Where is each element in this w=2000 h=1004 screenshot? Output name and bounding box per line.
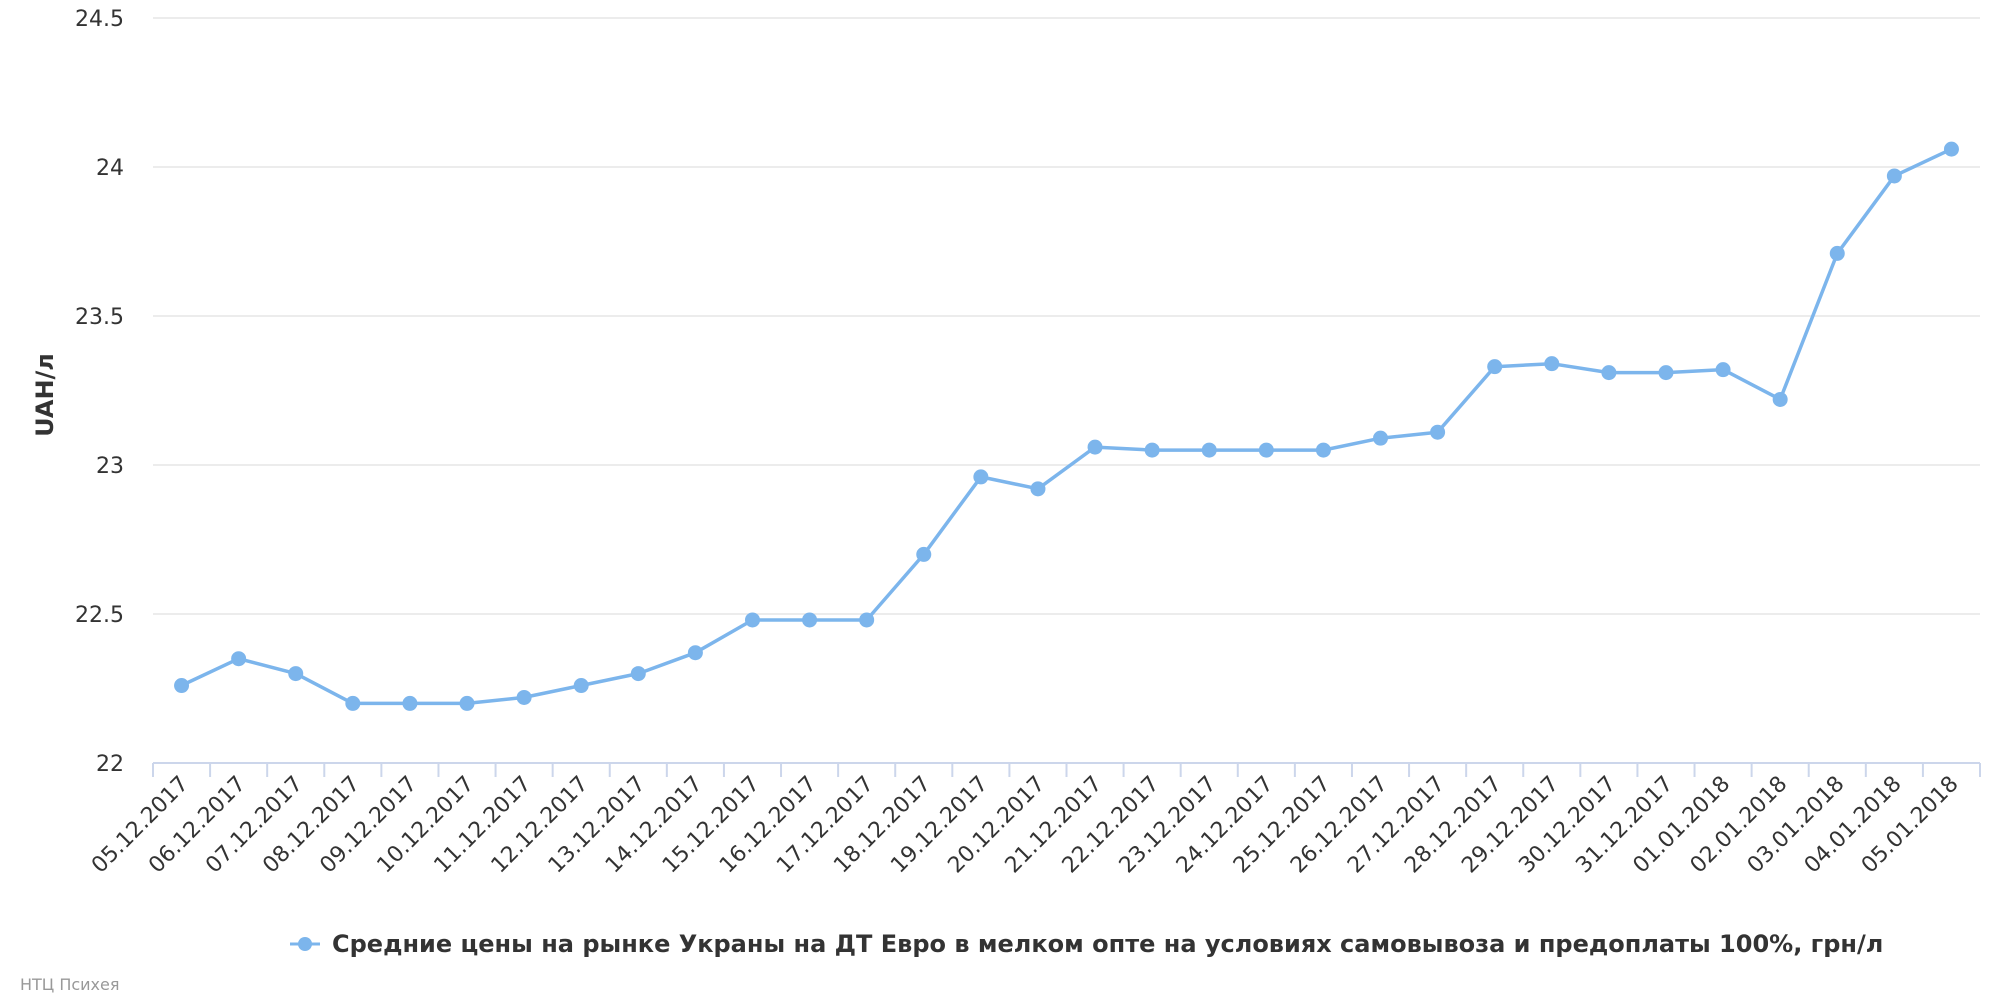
data-point[interactable] xyxy=(630,666,646,682)
y-axis-ticks: 22 22.5 23 23.5 24 24.5 xyxy=(75,7,124,777)
y-tick-label: 23 xyxy=(96,454,124,479)
data-point[interactable] xyxy=(859,612,875,628)
grid xyxy=(153,17,1980,615)
data-point[interactable] xyxy=(1886,168,1902,184)
data-point[interactable] xyxy=(573,678,589,694)
data-point[interactable] xyxy=(802,612,818,628)
y-axis-label: UAH/л xyxy=(31,353,59,437)
data-point[interactable] xyxy=(459,695,475,711)
legend-marker-icon xyxy=(298,937,312,951)
legend[interactable]: Средние цены на рынке Украны на ДТ Евро … xyxy=(290,930,1883,958)
data-point[interactable] xyxy=(1772,391,1788,407)
credits-link[interactable]: НТЦ Психея xyxy=(20,975,119,994)
data-point[interactable] xyxy=(1201,442,1217,458)
x-axis: 05.12.201706.12.201707.12.201708.12.2017… xyxy=(87,762,1981,878)
data-point[interactable] xyxy=(1943,141,1959,157)
data-point[interactable] xyxy=(1144,442,1160,458)
data-point[interactable] xyxy=(345,695,361,711)
y-tick-label: 24 xyxy=(96,156,124,181)
data-point[interactable] xyxy=(687,645,703,661)
data-point[interactable] xyxy=(1430,424,1446,440)
data-point[interactable] xyxy=(1258,442,1274,458)
data-point[interactable] xyxy=(1373,430,1389,446)
data-point[interactable] xyxy=(1315,442,1331,458)
y-tick-label: 24.5 xyxy=(75,7,124,32)
data-point[interactable] xyxy=(174,678,190,694)
legend-label: Средние цены на рынке Украны на ДТ Евро … xyxy=(332,930,1883,958)
y-tick-label: 22.5 xyxy=(75,603,124,628)
data-point[interactable] xyxy=(1601,365,1617,381)
data-point[interactable] xyxy=(231,651,247,667)
data-point[interactable] xyxy=(1658,365,1674,381)
data-point[interactable] xyxy=(402,695,418,711)
data-point[interactable] xyxy=(1544,356,1560,372)
data-point[interactable] xyxy=(744,612,760,628)
data-point[interactable] xyxy=(288,666,304,682)
data-point[interactable] xyxy=(1487,359,1503,375)
y-tick-label: 22 xyxy=(96,752,124,777)
data-point[interactable] xyxy=(1087,439,1103,455)
data-point[interactable] xyxy=(1829,245,1845,261)
series xyxy=(174,141,1959,711)
data-point[interactable] xyxy=(516,689,532,705)
data-point[interactable] xyxy=(973,469,989,485)
data-point[interactable] xyxy=(1715,362,1731,378)
y-tick-label: 23.5 xyxy=(75,305,124,330)
series-line xyxy=(180,147,1953,706)
data-point[interactable] xyxy=(1030,481,1046,497)
data-point[interactable] xyxy=(916,546,932,562)
